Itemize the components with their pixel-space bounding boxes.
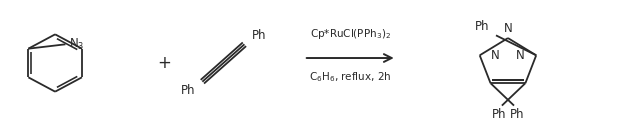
Text: Ph: Ph xyxy=(180,84,195,97)
Text: Ph: Ph xyxy=(510,108,525,121)
Text: Ph: Ph xyxy=(476,21,490,34)
Text: Cp*RuCl(PPh$_3$)$_2$: Cp*RuCl(PPh$_3$)$_2$ xyxy=(309,27,391,41)
Text: +: + xyxy=(157,54,172,72)
Text: C$_6$H$_6$, reflux, 2h: C$_6$H$_6$, reflux, 2h xyxy=(309,70,391,84)
Text: N: N xyxy=(503,22,512,35)
Text: Ph: Ph xyxy=(492,108,506,121)
Text: N$_3$: N$_3$ xyxy=(69,37,84,52)
Text: Ph: Ph xyxy=(252,29,267,42)
Text: N: N xyxy=(491,49,500,62)
Text: N: N xyxy=(516,49,525,62)
